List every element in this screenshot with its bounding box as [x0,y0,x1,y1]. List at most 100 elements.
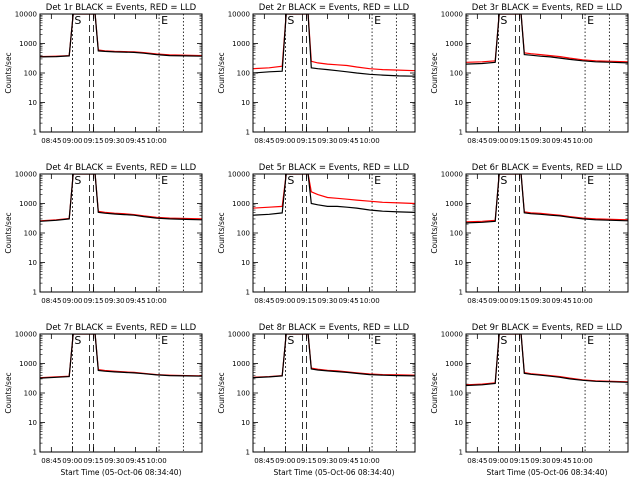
y-tick-label: 1 [246,449,250,457]
chart-panel: Det 6r BLACK = Events, RED = LLD Counts/s… [430,163,629,305]
plot-frame [252,333,416,453]
plot-frame [39,13,203,133]
y-tick-label: 10 [454,99,463,107]
series-events-line [40,334,202,379]
y-tick-label: 10 [28,259,37,267]
plot-frame [465,173,629,293]
x-tick-label: 09:00 [488,297,508,305]
x-tick-label: 09:00 [275,297,295,305]
plot-frame [39,333,203,453]
series-events-line [40,14,202,58]
y-tick-label: 1 [33,449,37,457]
series-lld-line [40,14,202,58]
x-tick-label: 10:00 [147,297,167,305]
x-tick-label: 09:30 [317,297,337,305]
x-tick-label: 10:00 [360,297,380,305]
x-tick-label: 10:00 [147,457,167,465]
x-tick-label: 08:45 [467,137,487,145]
x-tick-label: 08:45 [41,137,61,145]
start-marker-label: S [500,174,507,187]
x-tick-label: 09:00 [62,457,82,465]
x-tick-label: 09:45 [551,137,571,145]
y-tick-label: 1 [459,289,463,297]
y-tick-label: 10000 [441,171,463,179]
chart-title: Det 4r BLACK = Events, RED = LLD [46,163,197,173]
series-events-line [253,334,415,379]
series-events-line [466,14,628,65]
x-tick-label: 08:45 [254,297,274,305]
x-tick-label: 08:45 [254,137,274,145]
series-events-line [253,174,415,216]
x-tick-label: 09:00 [62,297,82,305]
x-tick-label: 09:30 [104,297,124,305]
plot-frame [39,173,203,293]
chart-panel: Det 5r BLACK = Events, RED = LLD Counts/s… [217,163,416,305]
series-events-line [253,14,415,77]
y-axis-label: Counts/sec [217,52,226,93]
y-tick-label: 1 [459,449,463,457]
y-tick-label: 100 [237,70,250,78]
y-tick-label: 10000 [15,11,37,19]
x-tick-label: 08:45 [41,457,61,465]
start-marker-label: S [287,14,294,27]
end-marker-label: E [587,174,594,187]
series-lld-line [466,14,628,63]
y-axis-label: Counts/sec [430,212,439,253]
x-tick-label: 09:45 [551,297,571,305]
chart-title: Det 2r BLACK = Events, RED = LLD [259,3,410,13]
chart-title: Det 9r BLACK = Events, RED = LLD [472,323,623,333]
x-axis-label: Start Time (05-Oct-06 08:34:40) [486,468,607,477]
x-tick-label: 09:15 [509,457,529,465]
y-tick-label: 100 [450,70,463,78]
y-tick-label: 100 [450,230,463,238]
x-tick-label: 09:15 [83,297,103,305]
y-tick-label: 100 [24,230,37,238]
start-marker-label: S [500,14,507,27]
y-tick-label: 1000 [445,360,463,368]
chart-panel: Det 3r BLACK = Events, RED = LLD Counts/s… [430,3,629,145]
y-tick-label: 1 [33,289,37,297]
plot-frame [252,13,416,133]
y-axis-label: Counts/sec [217,372,226,413]
y-tick-label: 10 [454,419,463,427]
chart-panel: Det 1r BLACK = Events, RED = LLD Counts/s… [4,3,203,145]
x-tick-label: 09:15 [296,297,316,305]
x-tick-label: 09:15 [296,137,316,145]
x-tick-label: 09:30 [530,457,550,465]
y-tick-label: 10 [241,259,250,267]
x-tick-label: 10:00 [573,457,593,465]
x-tick-label: 09:45 [125,137,145,145]
x-axis-label: Start Time (05-Oct-06 08:34:40) [60,468,181,477]
x-tick-label: 10:00 [360,457,380,465]
chart-panel: Det 7r BLACK = Events, RED = LLD Counts/s… [4,323,203,477]
x-tick-label: 09:30 [317,457,337,465]
y-tick-label: 10000 [228,171,250,179]
y-axis-label: Counts/sec [217,212,226,253]
y-tick-label: 1000 [19,360,37,368]
y-tick-label: 100 [24,70,37,78]
y-tick-label: 1000 [19,40,37,48]
series-lld-line [253,174,415,209]
end-marker-label: E [587,14,594,27]
y-tick-label: 1 [459,129,463,137]
end-marker-label: E [161,14,168,27]
series-events-line [466,174,628,224]
x-tick-label: 08:45 [41,297,61,305]
y-tick-label: 10 [454,259,463,267]
chart-title: Det 6r BLACK = Events, RED = LLD [472,163,623,173]
end-marker-label: E [587,334,594,347]
series-lld-line [40,334,202,379]
chart-title: Det 8r BLACK = Events, RED = LLD [259,323,410,333]
start-marker-label: S [74,334,81,347]
chart-title: Det 5r BLACK = Events, RED = LLD [259,163,410,173]
y-tick-label: 100 [450,390,463,398]
start-marker-label: S [74,174,81,187]
y-tick-label: 1000 [19,200,37,208]
chart-panel: Det 4r BLACK = Events, RED = LLD Counts/s… [4,163,203,305]
plot-frame [252,173,416,293]
x-tick-label: 08:45 [254,457,274,465]
y-tick-label: 10 [241,419,250,427]
x-tick-label: 09:15 [509,137,529,145]
x-tick-label: 08:45 [467,297,487,305]
